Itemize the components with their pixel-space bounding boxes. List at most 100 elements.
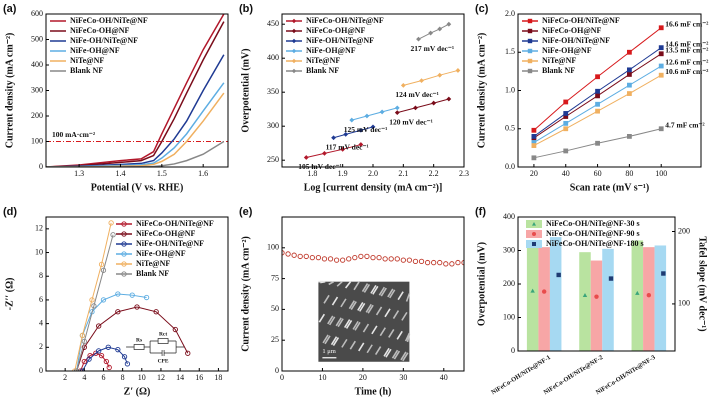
legend-label: Blank NF — [70, 66, 103, 75]
x-tick-label: 80 — [625, 169, 633, 178]
series-annotation: 12.6 mF cm⁻² — [665, 58, 709, 67]
sem-texture — [353, 281, 360, 291]
y-tick-label: 400 — [503, 212, 515, 221]
legend-marker — [121, 241, 127, 247]
sem-texture — [348, 300, 356, 310]
data-point — [327, 256, 334, 262]
data-point — [143, 294, 150, 301]
data-point — [400, 257, 406, 263]
y-tick-label: 300 — [503, 245, 515, 254]
sem-texture — [372, 285, 379, 295]
legend-marker — [121, 221, 127, 227]
legend-label: NiFeCo-OH@NF — [306, 26, 366, 35]
data-point — [379, 109, 385, 115]
legend-label: NiFe-OH/NiTe@NF — [70, 36, 138, 45]
y-tick-label: 100 — [503, 312, 515, 321]
sem-texture — [357, 302, 364, 311]
legend-marker — [532, 222, 536, 226]
series-line — [397, 98, 449, 114]
sem-texture — [337, 318, 344, 328]
data-point — [100, 267, 107, 273]
legend-marker — [291, 48, 297, 54]
legend-label: NiFe-OH@NF — [136, 249, 186, 258]
sem-texture — [327, 315, 334, 325]
sem-texture — [396, 330, 403, 340]
x-tick-label: 40 — [440, 373, 448, 382]
data-point — [79, 332, 86, 339]
legend-marker — [121, 261, 127, 267]
legend-marker — [291, 28, 297, 34]
data-point — [108, 220, 114, 226]
data-point — [358, 127, 364, 133]
y-tick-label: 6 — [39, 295, 43, 304]
series-line — [403, 69, 459, 86]
data-point — [595, 93, 600, 99]
tafel-point — [661, 271, 666, 276]
legend-label: NiFe-OH/NiTe@NF — [306, 36, 374, 45]
data-point — [394, 256, 400, 262]
data-point — [531, 127, 537, 133]
data-point — [346, 256, 352, 262]
data-point — [406, 257, 413, 263]
data-point — [658, 45, 664, 51]
data-point — [81, 344, 87, 350]
y-axis-label: Current density (mA cm⁻²) — [4, 33, 15, 149]
x-tick-label: 2.0 — [368, 169, 378, 178]
data-point — [658, 63, 664, 69]
sem-texture — [330, 336, 338, 346]
y-tick-label: 1.5 — [505, 47, 515, 56]
data-point — [424, 259, 431, 266]
series-line — [76, 234, 114, 371]
series-annotation: 125 mV dec⁻¹ — [344, 125, 388, 134]
sem-texture — [397, 291, 404, 301]
legend-marker — [121, 231, 127, 237]
data-point — [134, 304, 140, 310]
data-point — [129, 292, 135, 298]
data-point — [343, 131, 349, 137]
sem-texture — [400, 351, 407, 361]
plot-area — [531, 25, 664, 161]
sem-texture — [358, 342, 365, 352]
sem-texture — [389, 289, 396, 299]
legend-label: NiFeCo-OH/NiTe@NF-90 s — [546, 229, 640, 238]
data-point — [437, 26, 443, 32]
x-tick-label: 10 — [138, 373, 146, 382]
x-tick-label: 2.3 — [459, 169, 469, 178]
y-axis-label: Current density (mA cm⁻²) — [240, 236, 251, 352]
x-tick-label: 6 — [101, 373, 105, 382]
y-axis-label: Overpotential (mV) — [476, 242, 487, 326]
axes-frame — [517, 216, 676, 352]
tafel-point — [530, 288, 535, 293]
sem-texture — [392, 310, 400, 319]
panel-label: (d) — [3, 206, 17, 218]
plot-area — [526, 237, 667, 351]
x-tick-label: 18 — [214, 373, 222, 382]
legend-marker — [532, 242, 536, 246]
y-axis-label: Current density (mA cm⁻²) — [476, 33, 487, 149]
legend-label: NiFe-OH@NF — [70, 46, 120, 55]
legend-label: NiTe@NF — [136, 259, 170, 268]
x-tick-label: 1.6 — [198, 169, 208, 178]
data-point — [455, 68, 461, 73]
legend-label: NiFe-OH@NF — [542, 46, 592, 55]
sem-texture — [323, 294, 330, 304]
data-point — [282, 250, 285, 256]
data-point — [370, 255, 376, 261]
data-point — [413, 105, 418, 111]
data-point — [394, 110, 400, 115]
data-point — [595, 108, 600, 114]
sem-texture — [345, 320, 353, 329]
data-point — [437, 259, 443, 266]
x-tick-label: 2.1 — [398, 169, 408, 178]
sem-image — [318, 281, 410, 362]
legend-marker — [527, 18, 533, 24]
y-tick-label: 100 — [31, 136, 43, 145]
sem-texture — [375, 306, 383, 316]
y-tick-label: 400 — [267, 53, 279, 62]
bar — [602, 248, 614, 351]
bar — [579, 252, 591, 351]
y-tick-label: 350 — [267, 87, 279, 96]
data-point — [626, 134, 632, 139]
series-annotation: 120 mV dec⁻¹ — [389, 117, 433, 126]
reference-label: 100 mA·cm⁻² — [52, 130, 96, 139]
